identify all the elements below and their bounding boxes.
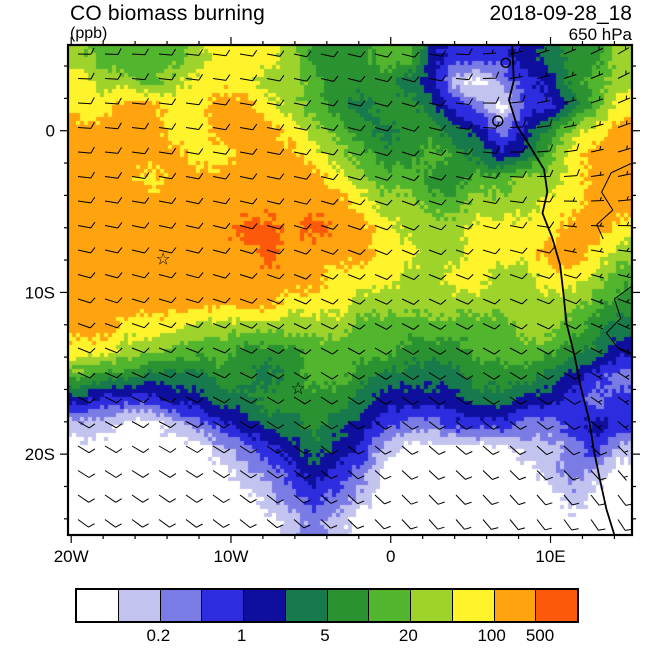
x-tick-label: 10E: [535, 547, 565, 566]
colorbar-cell: [202, 590, 244, 621]
colorbar-cell: [118, 590, 161, 621]
colorbar-tick-label: 5: [320, 626, 330, 645]
colorbar-cell: [536, 590, 577, 621]
colorbar-tick-label: 20: [398, 626, 418, 645]
colorbar-labels: 0.2 1 5 20 100 500: [75, 626, 575, 650]
colorbar-cell: [411, 590, 453, 621]
units-label: (ppb): [70, 25, 108, 42]
colorbar-cell: [452, 590, 495, 621]
colorbar-tick-label: 0.2: [146, 626, 171, 645]
colorbar-cell: [327, 590, 370, 621]
colorbar-cell: [160, 590, 203, 621]
colorbar-cell: [77, 590, 119, 621]
colorbar-tick-label: 100: [477, 626, 506, 645]
page-title: CO biomass burning: [70, 2, 266, 25]
x-tick-label: 0: [386, 547, 395, 566]
colorbar-cell: [244, 590, 286, 621]
co-field-canvas: [68, 45, 632, 535]
x-tick-label: 10W: [213, 547, 248, 566]
colorbar-tick-label: 500: [525, 626, 555, 645]
y-tick-label: 20S: [25, 445, 55, 464]
colorbar: [75, 588, 579, 623]
colorbar-tick-label: 1: [236, 626, 247, 645]
y-tick-label: 0: [46, 122, 55, 141]
colorbar-cell: [285, 590, 328, 621]
y-tick-label: 10S: [25, 283, 55, 302]
x-tick-label: 20W: [54, 547, 89, 566]
pressure-level-label: 650 hPa: [568, 25, 632, 44]
valid-time-label: 2018-09-28_18: [489, 2, 632, 25]
colorbar-cell: [369, 590, 411, 621]
colorbar-cell: [494, 590, 537, 621]
